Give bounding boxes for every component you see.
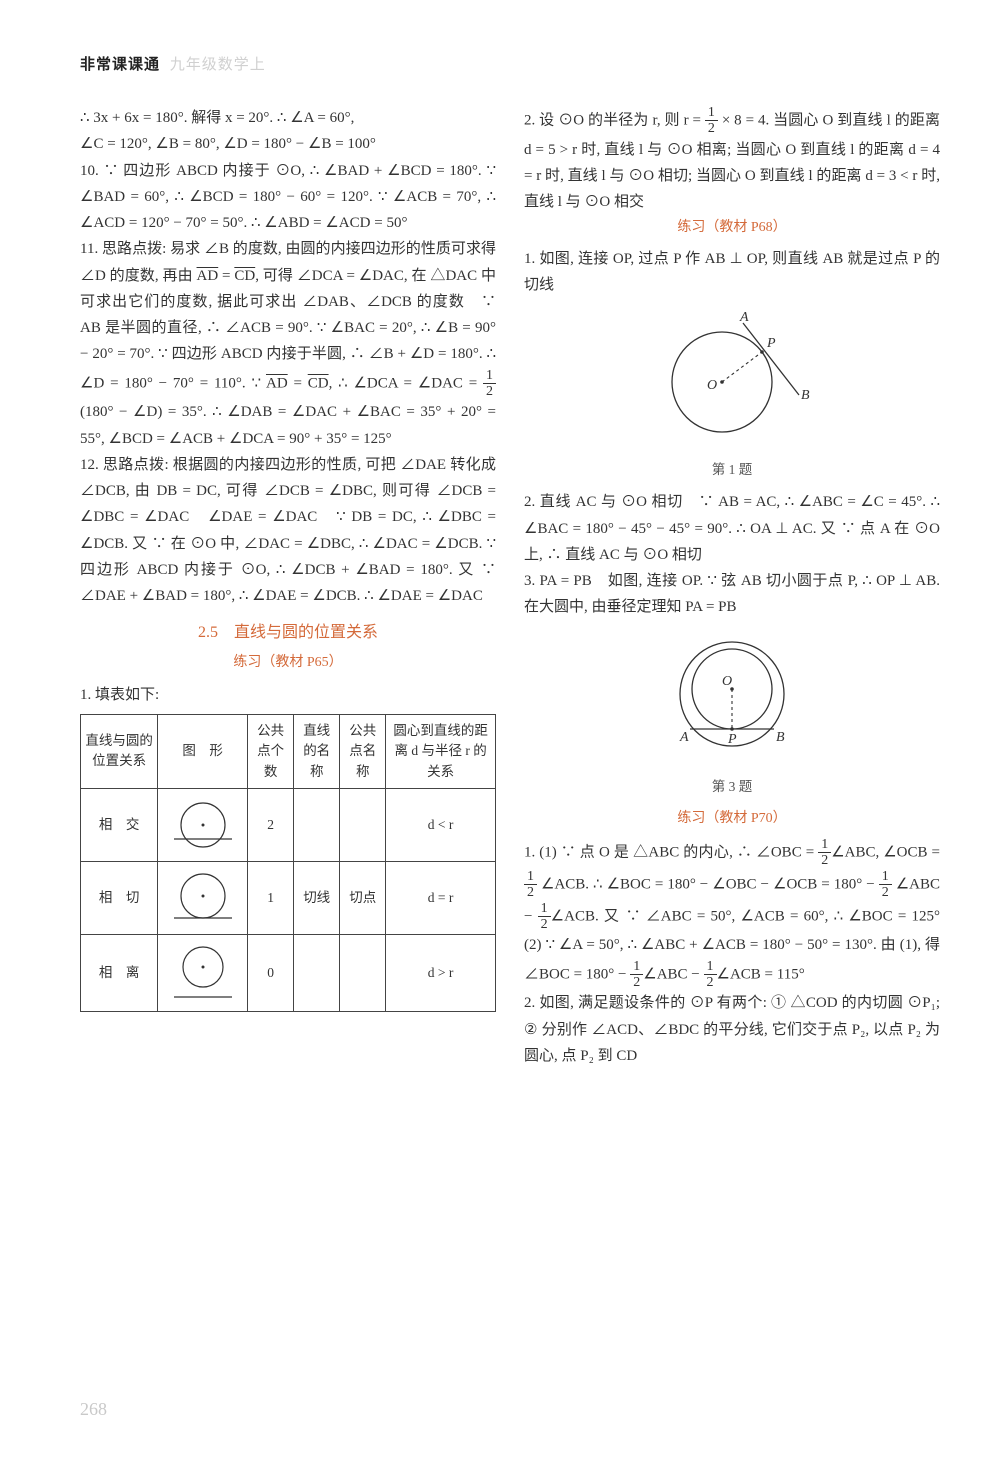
cell-count: 1 [248, 861, 294, 934]
cell-shape-tangent [158, 861, 248, 934]
cell-dr: d = r [386, 861, 496, 934]
cell-pname [340, 934, 386, 1011]
separate-icon [168, 941, 238, 1005]
q3-p68: 3. PA = PB 如图, 连接 OP. ∵ 弦 AB 切小圆于点 P, ∴ … [524, 568, 940, 621]
th-rel: 直线与圆的位置关系 [81, 715, 158, 789]
svg-text:A: A [739, 310, 749, 325]
fig1-svg: A B O P [647, 307, 817, 447]
cell-rel: 相 交 [81, 788, 158, 861]
cell-dr: d > r [386, 934, 496, 1011]
q2-p70: 2. 如图, 满足题设条件的 ⊙P 有两个: ① △COD 的内切圆 ⊙P₁; … [524, 990, 940, 1069]
sub-p70: 练习（教材 P70） [524, 807, 940, 832]
th-lname: 直线的名称 [294, 715, 340, 789]
content-columns: ∴ 3x + 6x = 180°. 解得 x = 20°. ∴ ∠A = 60°… [80, 105, 940, 1395]
frac-half-r: 12 [705, 105, 718, 137]
sub-p65: 练习（教材 P65） [80, 651, 496, 676]
intersect-icon [168, 795, 238, 855]
table-row: 相 离 0 d > r [81, 934, 496, 1011]
th-dr: 圆心到直线的距离 d 与半径 r 的关系 [386, 715, 496, 789]
th-shape: 图 形 [158, 715, 248, 789]
fig3-svg: O A B P [652, 629, 812, 764]
page-number: 268 [80, 1394, 107, 1426]
table-head-row: 直线与圆的位置关系 图 形 公共点个数 直线的名称 公共点名称 圆心到直线的距离… [81, 715, 496, 789]
cell-rel: 相 离 [81, 934, 158, 1011]
figure-3: O A B P 第 3 题 [524, 629, 940, 799]
left-p3: 10. ∵ 四边形 ABCD 内接于 ⊙O, ∴ ∠BAD + ∠BCD = 1… [80, 158, 496, 237]
left-p4: 11. 思路点拨: 易求 ∠B 的度数, 由圆的内接四边形的性质可求得 ∠D 的… [80, 236, 496, 452]
fig1-caption: 第 1 题 [524, 458, 940, 482]
svg-text:B: B [801, 388, 810, 403]
fig3-caption: 第 3 题 [524, 775, 940, 799]
section-title-2-5: 2.5 直线与圆的位置关系 [80, 619, 496, 647]
header-light: 九年级数学上 [170, 57, 266, 73]
cell-pname: 切点 [340, 861, 386, 934]
q1-p70: 1. (1) ∵ 点 O 是 △ABC 的内心, ∴ ∠OBC = 12∠ABC… [524, 837, 940, 990]
table-row: 相 切 1 切线 切点 d = r [81, 861, 496, 934]
svg-text:O: O [722, 674, 732, 689]
cell-pname [340, 788, 386, 861]
cell-lname [294, 934, 340, 1011]
q2-p68: 2. 直线 AC 与 ⊙O 相切 ∵ AB = AC, ∴ ∠ABC = ∠C … [524, 489, 940, 568]
sub-p68: 练习（教材 P68） [524, 216, 940, 241]
cell-dr: d < r [386, 788, 496, 861]
svg-text:B: B [776, 730, 785, 745]
figure-1: A B O P 第 1 题 [524, 307, 940, 482]
cell-lname: 切线 [294, 861, 340, 934]
cell-lname [294, 788, 340, 861]
cell-count: 0 [248, 934, 294, 1011]
svg-text:P: P [766, 336, 776, 351]
header-bold: 非常课课通 [80, 57, 160, 73]
right-q2: 2. 设 ⊙O 的半径为 r, 则 r = 12 × 8 = 4. 当圆心 O … [524, 105, 940, 216]
left-p1: ∴ 3x + 6x = 180°. 解得 x = 20°. ∴ ∠A = 60°… [80, 105, 496, 131]
q1-intro: 1. 填表如下: [80, 682, 496, 708]
table-row: 相 交 2 d < r [81, 788, 496, 861]
th-count: 公共点个数 [248, 715, 294, 789]
left-column: ∴ 3x + 6x = 180°. 解得 x = 20°. ∴ ∠A = 60°… [80, 105, 496, 1395]
frac-half-1: 12 [483, 368, 496, 400]
cell-count: 2 [248, 788, 294, 861]
tangent-icon [168, 868, 238, 928]
cell-rel: 相 切 [81, 861, 158, 934]
svg-text:O: O [707, 378, 717, 393]
svg-text:P: P [727, 732, 737, 747]
cell-shape-intersect [158, 788, 248, 861]
q1-p68: 1. 如图, 连接 OP, 过点 P 作 AB ⊥ OP, 则直线 AB 就是过… [524, 246, 940, 299]
page-header: 非常课课通 九年级数学上 [80, 52, 266, 78]
svg-text:A: A [679, 730, 689, 745]
right-column: 2. 设 ⊙O 的半径为 r, 则 r = 12 × 8 = 4. 当圆心 O … [524, 105, 940, 1395]
relation-table: 直线与圆的位置关系 图 形 公共点个数 直线的名称 公共点名称 圆心到直线的距离… [80, 714, 496, 1012]
cell-shape-separate [158, 934, 248, 1011]
th-pname: 公共点名称 [340, 715, 386, 789]
left-p5: 12. 思路点拨: 根据圆的内接四边形的性质, 可把 ∠DAE 转化成 ∠DCB… [80, 452, 496, 610]
left-p2: ∠C = 120°, ∠B = 80°, ∠D = 180° − ∠B = 10… [80, 131, 496, 157]
